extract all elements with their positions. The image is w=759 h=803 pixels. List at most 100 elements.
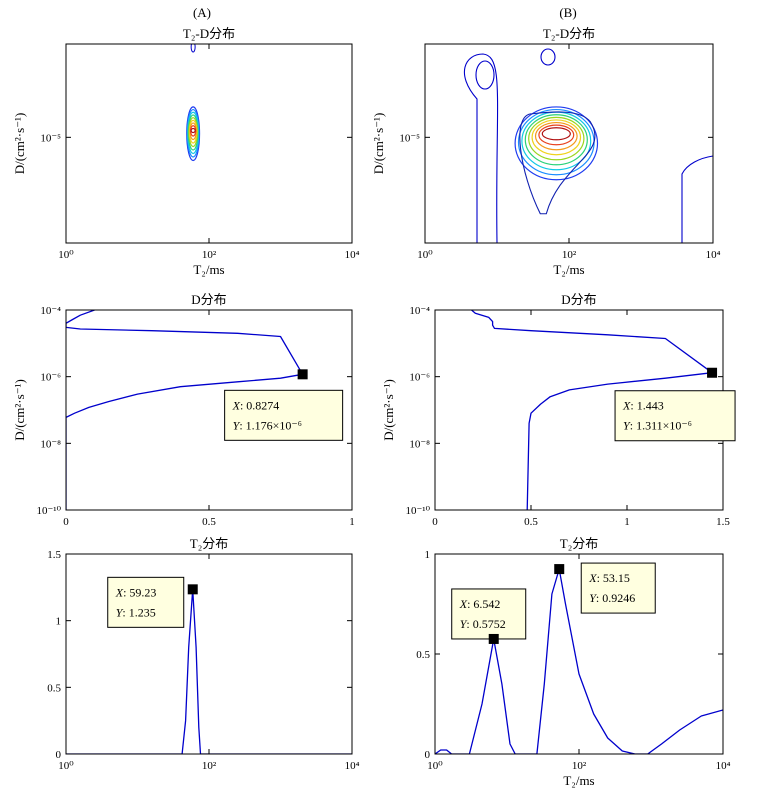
chart-b1: T₂-D分布 10⁰ 10² 10⁴ 10⁻⁵ T₂/ms D/(cm²·s⁻¹) — [371, 26, 721, 277]
x-tick-label: 0 — [63, 516, 69, 528]
contour-level — [514, 106, 599, 181]
datatip-prefix: Y — [116, 605, 124, 619]
chart-title: T₂-D分布 — [183, 26, 235, 41]
x-tick-label: 10² — [202, 760, 217, 772]
plot-area — [463, 48, 713, 243]
datatip-text: Y: 1.176×10⁻⁶ — [233, 418, 302, 432]
x-axis-label: T₂/ms — [193, 262, 224, 277]
contour-level — [519, 111, 596, 215]
plot-frame — [434, 553, 724, 755]
datatip-marker — [554, 564, 565, 575]
datatip-text: Y: 0.5752 — [460, 617, 506, 631]
y-tick-label: 10⁻⁴ — [409, 305, 430, 317]
plot-frame — [65, 43, 353, 244]
y-tick-label: 10⁻⁶ — [40, 372, 61, 384]
datatip-text: X: 59.23 — [115, 585, 157, 599]
x-tick-label: 10⁰ — [417, 249, 433, 261]
x-tick-label: 1.5 — [716, 516, 730, 528]
x-tick-label: 0.5 — [202, 516, 216, 528]
contour-level — [190, 127, 196, 134]
series-line — [435, 568, 723, 754]
x-tick-label: 0.5 — [524, 516, 538, 528]
datatip-marker — [297, 369, 308, 380]
datatip-value: : 1.311×10⁻⁶ — [630, 419, 692, 433]
datatip-value: : 59.23 — [123, 585, 156, 599]
y-tick-label: 1.5 — [47, 549, 61, 561]
chart-a3: T₂分布 10⁰ 10² 10⁴ 0 0.5 1 1.5 X: 59.23 Y: 1.235 — [47, 536, 359, 772]
datatip-prefix: X — [459, 597, 468, 611]
datatip-text: X: 0.8274 — [232, 398, 280, 412]
datatip-prefix: Y — [460, 617, 468, 631]
datatip-text: X: 6.542 — [459, 597, 501, 611]
y-tick-label: 10⁻¹⁰ — [405, 505, 430, 517]
chart-title: T₂-D分布 — [543, 26, 595, 41]
datatip-box — [580, 562, 656, 614]
contour-level — [534, 121, 578, 151]
datatip-prefix: X — [232, 398, 241, 412]
plot-area — [471, 310, 713, 510]
datatip-text: Y: 1.235 — [116, 605, 156, 619]
y-axis-label: D/(cm²·s⁻¹) — [371, 113, 386, 175]
datatip-box — [614, 390, 736, 442]
contour-level — [463, 53, 499, 243]
plot-area — [435, 568, 723, 754]
datatip-text: X: 1.443 — [622, 399, 664, 413]
datatip-value: : 53.15 — [597, 571, 630, 585]
y-axis-label: D/(cm²·s⁻¹) — [12, 113, 27, 175]
x-tick-label: 1 — [349, 516, 355, 528]
chart-title: T₂分布 — [560, 536, 598, 551]
x-tick-label: 10⁰ — [427, 760, 443, 772]
y-tick-label: 1 — [56, 616, 62, 628]
y-tick-label: 0.5 — [416, 649, 430, 661]
x-tick-label: 0 — [432, 516, 438, 528]
y-tick-label: 10⁻⁸ — [409, 438, 430, 450]
x-tick-label: 1 — [624, 516, 630, 528]
y-tick-label: 0 — [56, 749, 62, 761]
x-tick-label: 10⁴ — [706, 249, 721, 261]
datatip-value: : 0.9246 — [596, 591, 635, 605]
contour-level — [531, 119, 582, 156]
datatip-text: Y: 1.311×10⁻⁶ — [623, 419, 692, 433]
datatip-text: Y: 0.9246 — [589, 591, 635, 605]
series-line — [471, 310, 713, 510]
datatip-text: X: 53.15 — [588, 571, 630, 585]
y-axis-label: D/(cm²·s⁻¹) — [12, 379, 27, 441]
x-axis-label: T₂/ms — [553, 262, 584, 277]
chart-a1: T₂-D分布 10⁰ 10² 10⁴ 10⁻⁵ T₂/ms D/(cm²·s⁻¹) — [12, 26, 360, 277]
x-tick-label: 10² — [572, 760, 587, 772]
datatip-box — [451, 588, 527, 640]
x-tick-label: 10⁰ — [58, 760, 74, 772]
y-tick-label: 10⁻⁵ — [399, 132, 420, 144]
datatip-value: : 1.176×10⁻⁶ — [239, 418, 302, 432]
y-tick-label: 10⁻⁴ — [40, 305, 61, 317]
chart-title: T₂分布 — [190, 536, 228, 551]
datatip-prefix: X — [588, 571, 597, 585]
plot-frame — [424, 43, 714, 244]
chart-title: D分布 — [191, 292, 226, 307]
panel-letter-a: (A) — [193, 5, 211, 20]
contour-level — [681, 155, 713, 243]
datatip-value: : 0.8274 — [240, 398, 279, 412]
chart-a2: D分布 0 0.5 1 10⁻⁴ 10⁻⁶ 10⁻⁸ 10⁻¹⁰ D/(cm²·s⁻¹) X: 0… — [12, 292, 355, 528]
datatip-box — [107, 576, 185, 628]
datatip-prefix: Y — [623, 419, 631, 433]
contour-level — [190, 44, 196, 53]
datatip-prefix: X — [115, 585, 124, 599]
y-tick-label: 1 — [425, 549, 431, 561]
datatip-prefix: Y — [589, 591, 597, 605]
y-tick-label: 0.5 — [47, 682, 61, 694]
y-tick-label: 10⁻¹⁰ — [36, 505, 61, 517]
contour-level — [524, 114, 588, 166]
x-tick-label: 10² — [202, 249, 217, 261]
chart-b2: D分布 0 0.5 1 1.5 10⁻⁴ 10⁻⁶ 10⁻⁸ 10⁻¹⁰ D/(cm²·s⁻¹) X… — [381, 292, 736, 528]
datatip-prefix: Y — [233, 418, 241, 432]
datatip-marker — [707, 367, 718, 378]
datatip-value: : 1.443 — [630, 399, 663, 413]
datatip-value: : 0.5752 — [466, 617, 505, 631]
datatip-marker — [488, 633, 499, 644]
datatip-value: : 1.235 — [122, 605, 155, 619]
x-tick-label: 10⁴ — [345, 249, 360, 261]
datatip-value: : 6.542 — [467, 597, 500, 611]
x-tick-label: 10⁰ — [58, 249, 74, 261]
